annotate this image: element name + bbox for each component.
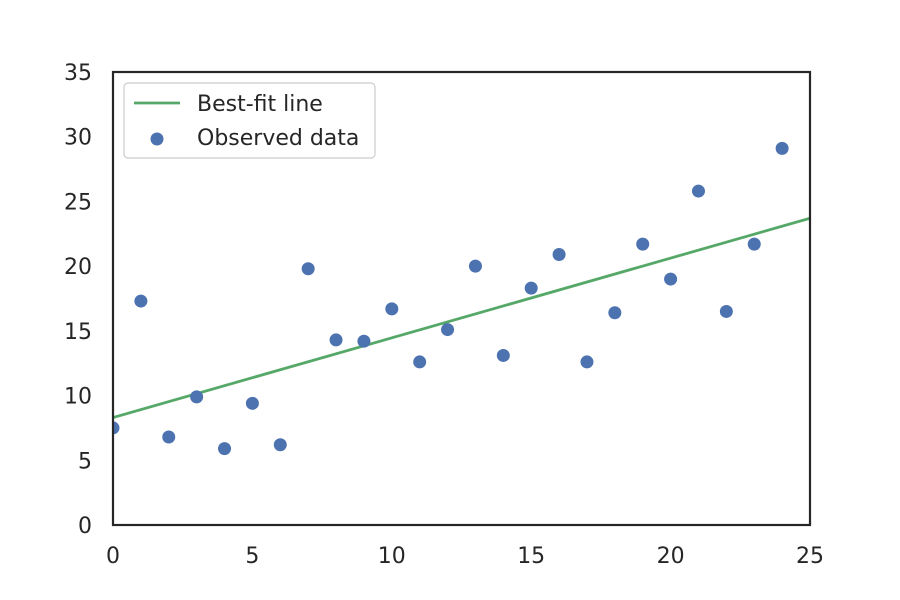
data-point [113,421,120,435]
x-tick-label: 5 [245,544,259,569]
x-tick-label: 0 [106,544,120,569]
data-point [552,247,566,261]
y-tick-label: 0 [78,514,92,539]
data-point [468,259,482,273]
data-point [329,333,343,347]
axes-frame [111,70,812,527]
y-tick-label: 10 [64,385,92,410]
data-point [218,442,232,456]
data-point [162,430,176,444]
y-tick-label: 25 [64,190,92,215]
plot-marks [113,141,810,456]
data-point [775,141,789,155]
legend-label-observed: Observed data [197,126,359,151]
data-point [245,396,259,410]
x-tick-label: 20 [657,544,685,569]
y-tick-label: 35 [64,61,92,86]
x-tick-label: 10 [378,544,406,569]
data-point [664,272,678,286]
data-point [301,262,315,276]
data-point [357,334,371,348]
legend-label-best-fit: Best-fit line [197,92,323,117]
x-tick-label: 25 [796,544,824,569]
y-tick-label: 20 [64,255,92,280]
y-tick-label: 30 [64,126,92,151]
legend: Best-fit line Observed data [123,82,376,159]
data-point [719,304,733,318]
data-point [413,355,427,369]
y-tick-label: 5 [78,449,92,474]
x-axis-ticks: 0 5 10 15 20 25 [106,544,824,569]
data-point [636,237,650,251]
y-tick-label: 15 [64,320,92,345]
data-point [190,390,204,404]
data-point [608,306,622,320]
data-point [385,302,399,316]
data-point [441,323,455,337]
x-tick-label: 15 [517,544,545,569]
legend-box [123,82,376,159]
data-point [691,184,705,198]
legend-marker-swatch [150,132,164,146]
data-point [496,348,510,362]
data-point [524,281,538,295]
y-axis-ticks: 0 5 10 15 20 25 30 35 [64,61,92,539]
data-point [273,438,287,452]
plot-area [111,70,812,527]
data-point [134,294,148,308]
best-fit-line [113,216,810,419]
data-point [580,355,594,369]
data-point [747,237,761,251]
